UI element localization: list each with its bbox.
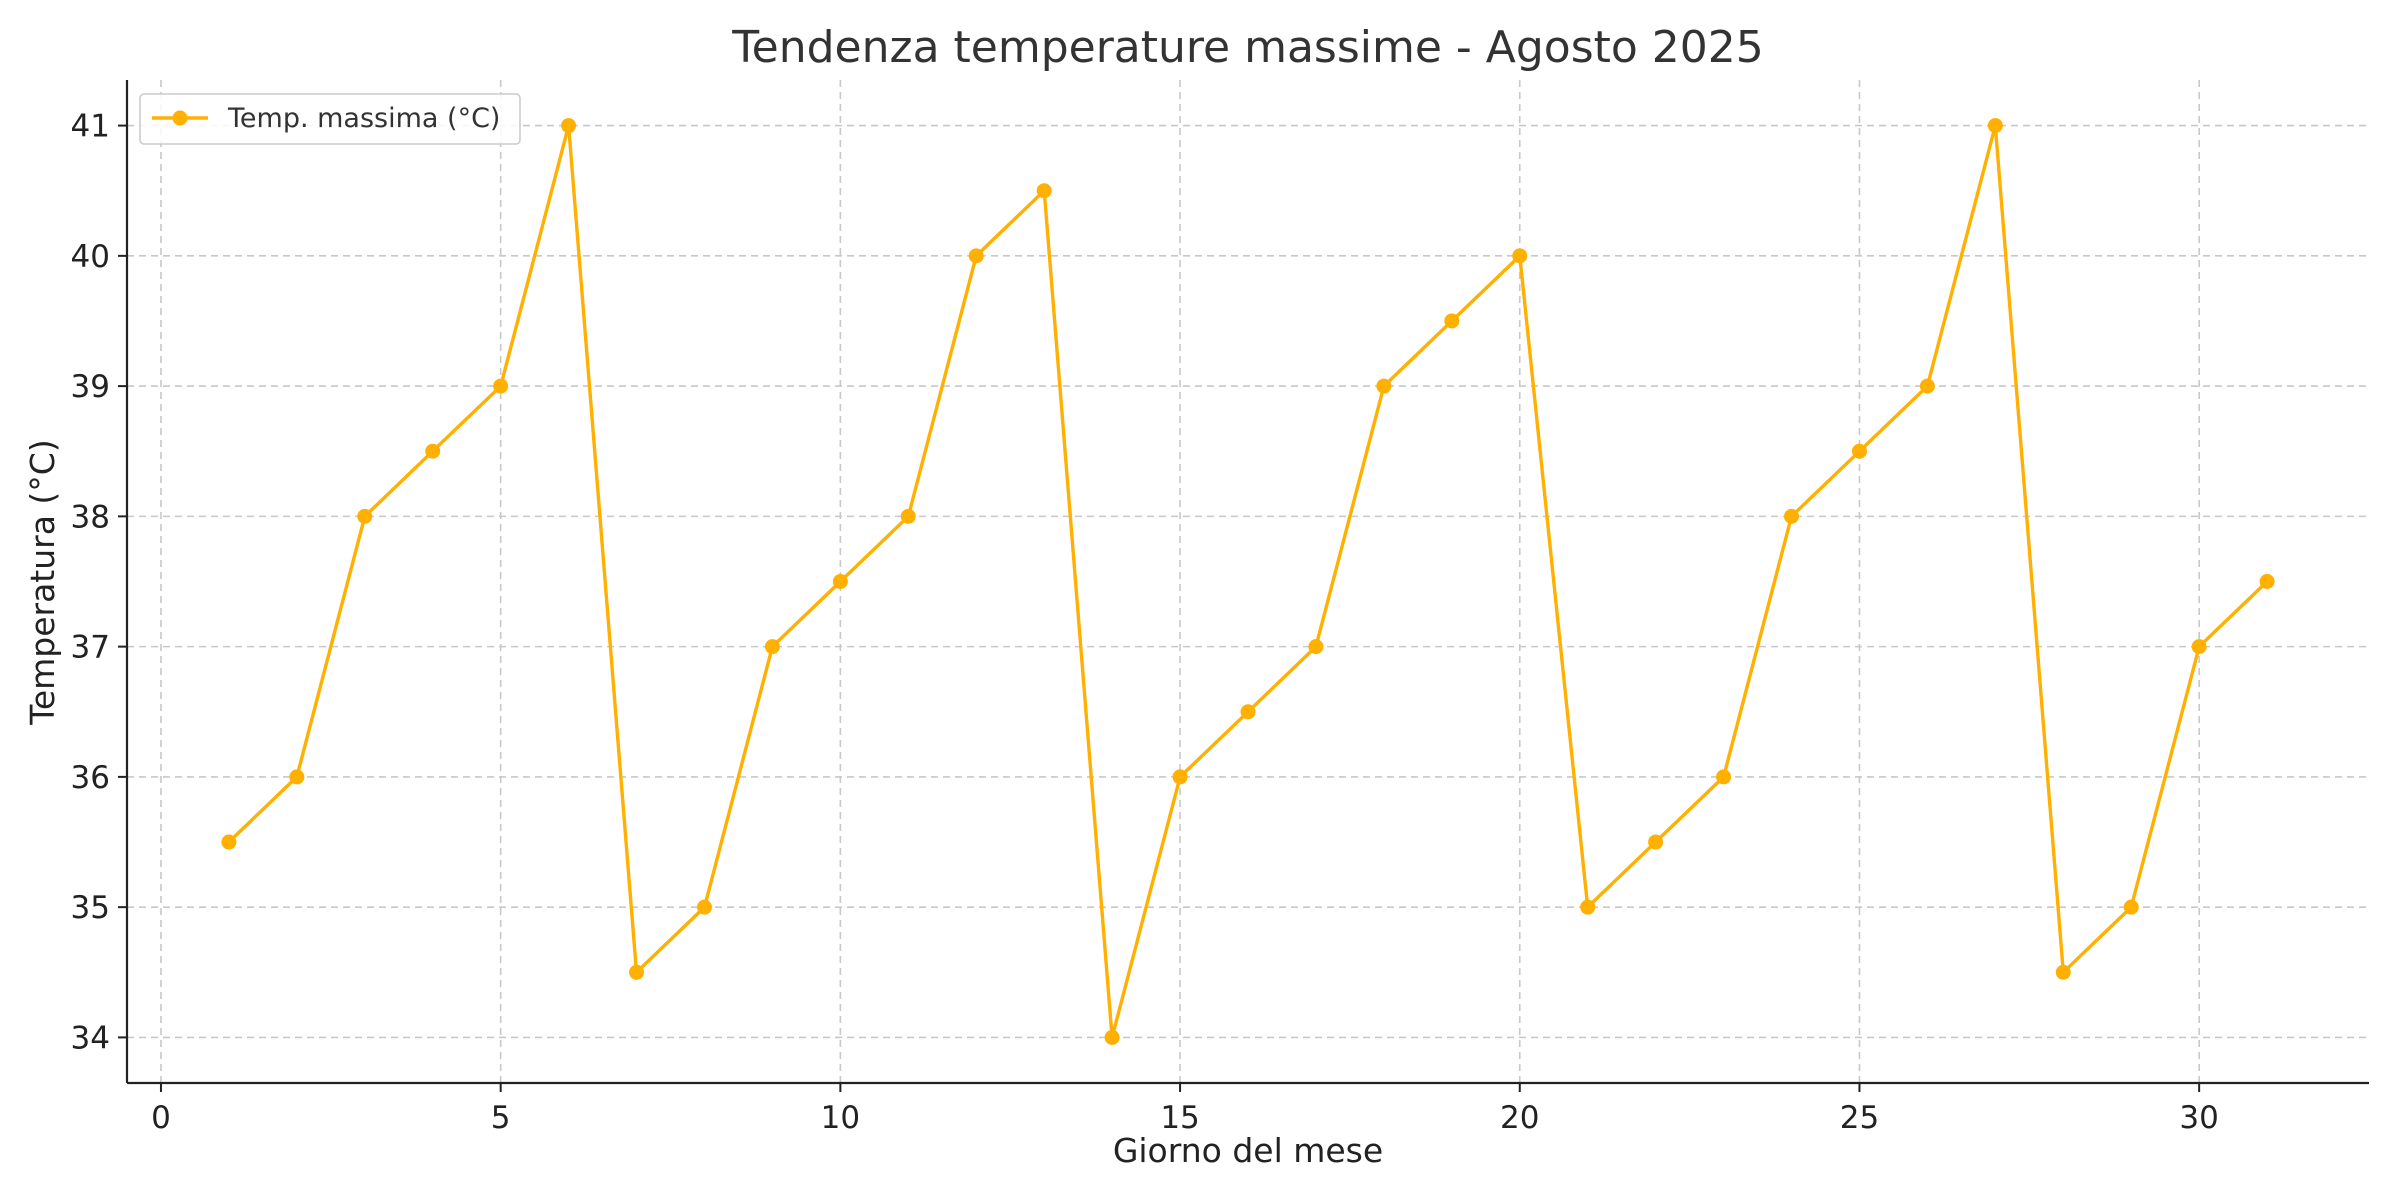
x-tick-label: 25 [1840,1100,1879,1136]
y-tick-label: 35 [71,890,110,926]
data-point [1036,183,1052,199]
data-point [1851,443,1867,459]
data-point [561,118,577,134]
data-point [1104,1029,1120,1045]
data-point [968,248,984,264]
y-tick-label: 39 [71,369,110,405]
data-point [1580,899,1596,915]
legend: Temp. massima (°C) [139,93,521,145]
data-point [1987,118,2003,134]
data-point [1919,378,1935,394]
y-tick-label: 38 [71,499,110,535]
y-tick-label: 36 [71,760,110,796]
series-line [227,123,2269,1040]
y-ticks: 34 35 36 37 38 39 40 41 [71,109,127,1056]
series-temp-massima [221,118,2275,1045]
data-point [2123,899,2139,915]
data-point [1172,769,1188,785]
data-point [832,574,848,589]
data-point [1240,704,1256,720]
data-point [425,443,441,459]
legend-label: Temp. massima (°C) [227,103,500,134]
data-point [696,899,712,915]
y-tick-label: 34 [71,1020,110,1056]
data-point [221,834,237,850]
data-point [2259,574,2275,589]
data-point [1512,248,1528,264]
x-tick-label: 20 [1500,1100,1539,1136]
data-point [1444,313,1460,329]
data-point [1308,639,1324,655]
data-point [900,508,916,524]
x-axis-label: Giorno del mese [1113,1131,1383,1170]
data-point [1784,508,1800,524]
y-tick-label: 40 [71,239,110,275]
data-point [2191,639,2207,655]
data-point [764,639,780,655]
data-point [493,378,509,394]
x-tick-label: 10 [821,1100,860,1136]
y-tick-label: 37 [71,630,110,666]
y-axis-label: Temperatura (°C) [23,439,62,725]
data-point [2055,964,2071,980]
x-ticks: 0 5 10 15 20 25 30 [151,1083,2219,1136]
data-point [1648,834,1664,850]
x-tick-label: 15 [1160,1100,1199,1136]
legend-box [139,93,521,145]
data-point [1716,769,1732,785]
data-point [629,964,645,980]
x-tick-label: 0 [151,1100,171,1136]
chart-title: Tendenza temperature massime - Agosto 20… [731,22,1764,73]
data-point [1376,378,1392,394]
x-tick-label: 30 [2179,1100,2218,1136]
x-tick-label: 5 [491,1100,511,1136]
y-tick-label: 41 [71,109,110,145]
data-point [289,769,305,785]
data-point [357,508,373,524]
grid-lines [127,80,2369,1083]
legend-marker-swatch [172,110,188,126]
